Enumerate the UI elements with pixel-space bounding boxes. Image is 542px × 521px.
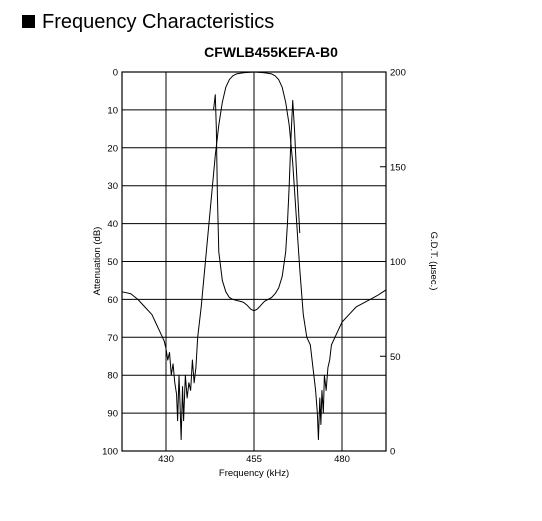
gdt-line (213, 94, 301, 312)
y-tick-label-20: 20 (107, 143, 118, 154)
chart-title: CFWLB455KEFA-B0 (204, 44, 338, 60)
y-tick-label-40: 40 (107, 219, 118, 230)
y-tick-label-60: 60 (107, 295, 118, 306)
tick-labels: 0 10 20 30 40 50 60 70 80 90 100 0 50 100 150 200 430 455… (102, 68, 406, 466)
y-tick-label-10: 10 (107, 105, 118, 116)
y-tick-label-70: 70 (107, 333, 118, 344)
y2-axis-label: G.D.T. (µsec.) (428, 232, 439, 291)
x-tick-label-430: 430 (158, 454, 174, 465)
y-tick-label-30: 30 (107, 181, 118, 192)
attenuation-line (121, 71, 387, 441)
y2-tick-label-50: 50 (390, 352, 401, 363)
y2-tick-label-150: 150 (390, 162, 406, 173)
y-axis-label: Attenuation (dB) (92, 227, 103, 296)
y2-tick-label-0: 0 (390, 447, 395, 458)
x-axis-label: Frequency (kHz) (219, 468, 289, 479)
section-heading: Frequency Characteristics (22, 10, 274, 34)
x-tick-label-455: 455 (246, 454, 262, 465)
y-tick-label-80: 80 (107, 371, 118, 382)
y2-tick-label-200: 200 (390, 68, 406, 79)
series-layer (121, 71, 387, 441)
grid (122, 72, 386, 451)
x-tick-label-480: 480 (334, 454, 350, 465)
y2-tick-label-100: 100 (390, 257, 406, 268)
square-bullet-icon (22, 15, 35, 28)
y-tick-label-0: 0 (113, 68, 118, 79)
y-tick-label-90: 90 (107, 409, 118, 420)
y-tick-label-100: 100 (102, 447, 118, 458)
y-tick-label-50: 50 (107, 257, 118, 268)
heading-text: Frequency Characteristics (42, 11, 275, 33)
